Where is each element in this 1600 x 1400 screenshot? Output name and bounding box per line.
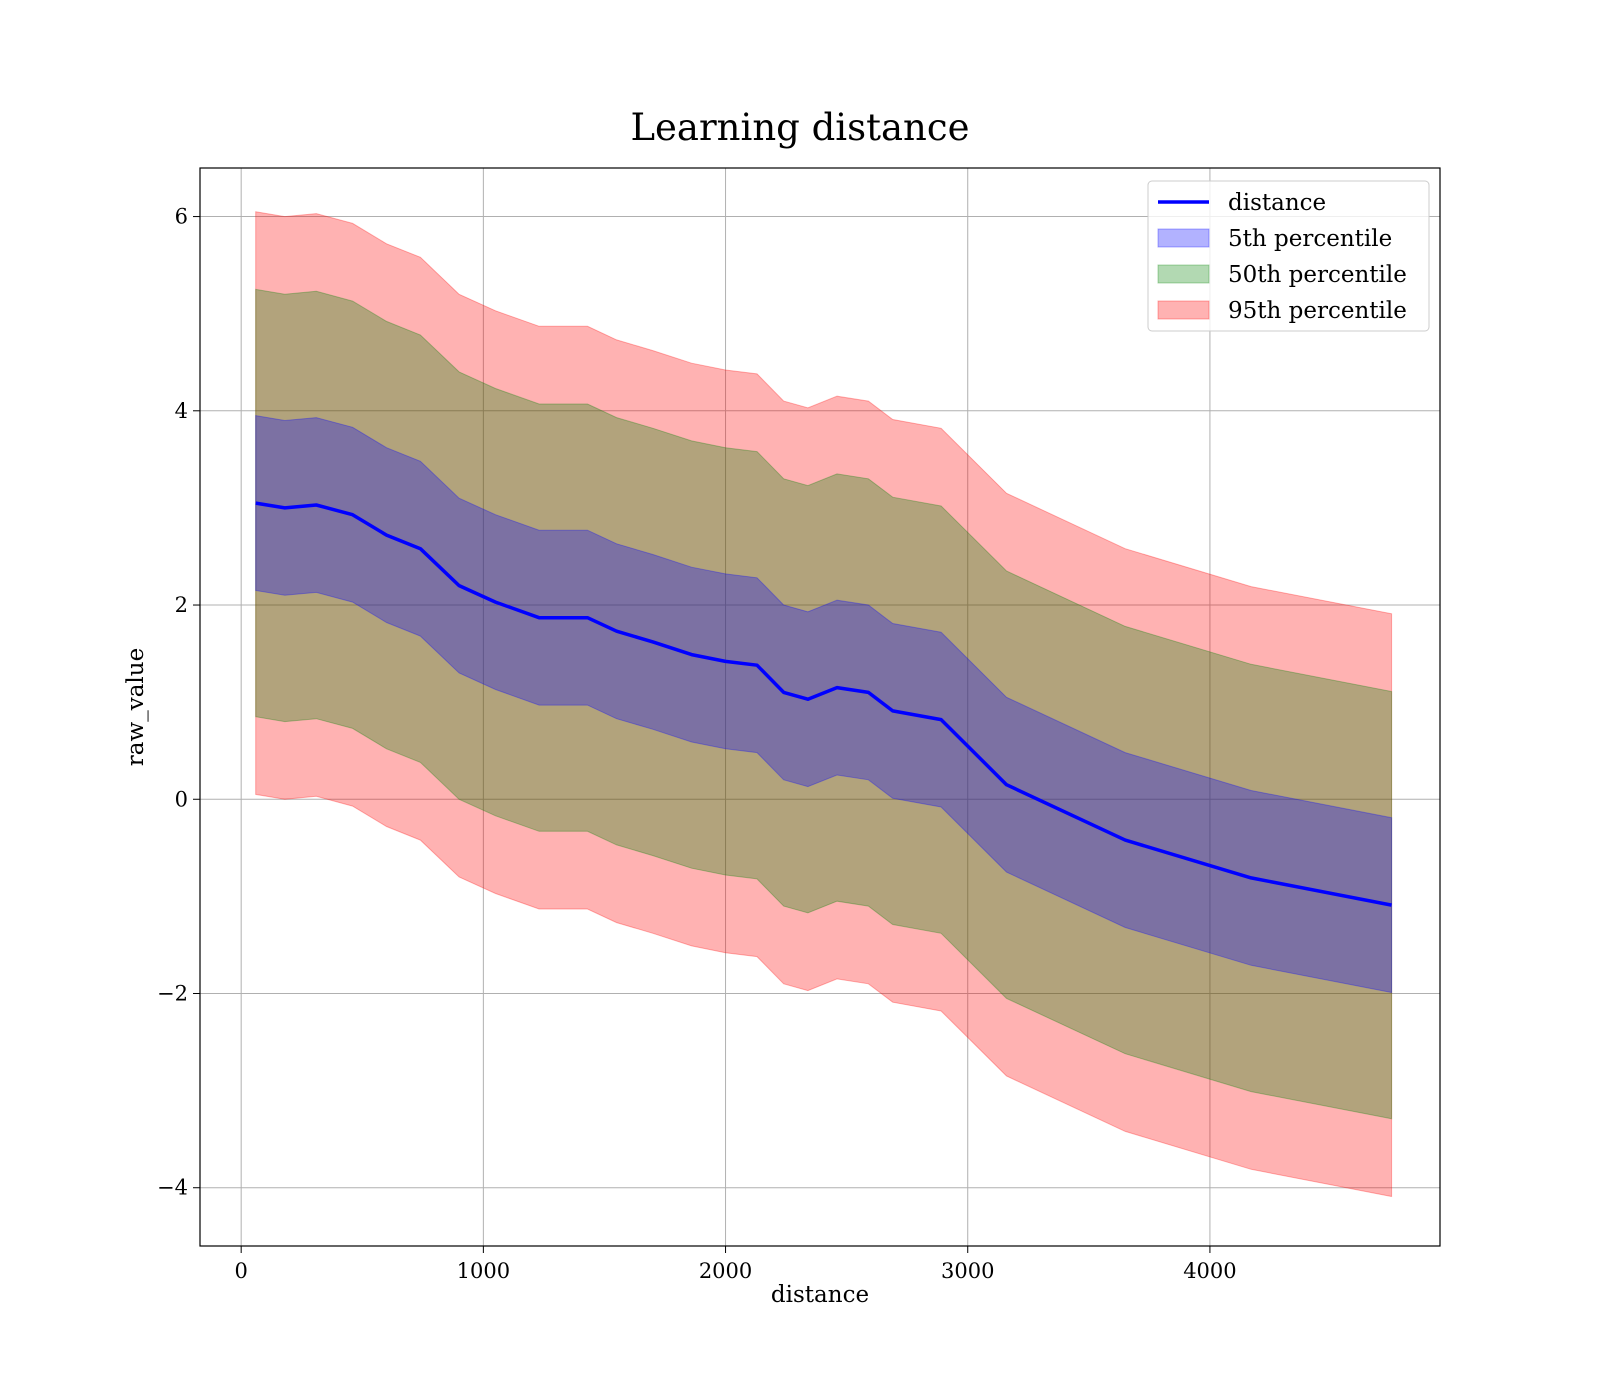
legend-label: distance — [1228, 190, 1326, 216]
legend-patch-swatch — [1157, 228, 1210, 248]
x-tick-label: 3000 — [941, 1259, 994, 1283]
plot-frame — [199, 167, 1441, 1247]
x-tick-label: 4000 — [1183, 1259, 1236, 1283]
y-tick-label: −4 — [157, 1176, 188, 1200]
chart-title: Learning distance — [630, 106, 969, 149]
legend-patch-swatch — [1157, 300, 1210, 320]
legend-patch-swatch — [1157, 264, 1210, 284]
legend-label: 95th percentile — [1228, 298, 1407, 324]
band-50th-percentile — [255, 288, 1393, 1120]
band-5th-percentile — [255, 415, 1393, 994]
x-tick-label: 0 — [234, 1259, 247, 1283]
legend-label: 5th percentile — [1228, 226, 1392, 252]
band-95th-percentile — [255, 211, 1393, 1198]
legend: distance 5th percentile 50th percentile 95t… — [1147, 180, 1430, 332]
legend-label: 50th percentile — [1228, 262, 1407, 288]
y-axis-label: raw_value — [123, 648, 149, 766]
y-tick-label: −2 — [157, 981, 188, 1005]
y-tick-label: 2 — [175, 593, 188, 617]
x-tick-label: 2000 — [699, 1259, 752, 1283]
x-axis-label: distance — [771, 1282, 869, 1308]
series-lines — [255, 501, 1392, 907]
y-tick-label: 4 — [175, 399, 188, 423]
y-tick-label: 6 — [175, 205, 188, 229]
legend-box — [1147, 180, 1430, 332]
x-tick-label: 1000 — [457, 1259, 510, 1283]
line-distance — [255, 501, 1392, 907]
ticks: 0 1000 2000 3000 4000 −4 −2 0 2 4 6 — [157, 205, 1237, 1283]
bands — [255, 211, 1393, 1198]
y-tick-label: 0 — [175, 787, 188, 811]
grid — [200, 168, 1440, 1246]
